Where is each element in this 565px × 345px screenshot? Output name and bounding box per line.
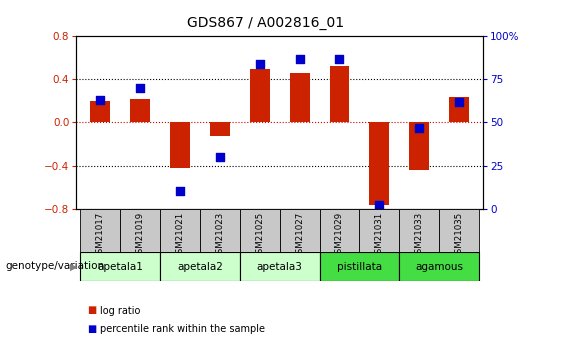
Bar [250, 69, 270, 122]
Text: pistillata: pistillata [337, 262, 382, 272]
Bar [320, 252, 399, 281]
Bar [90, 101, 110, 122]
Text: agamous: agamous [415, 262, 463, 272]
Text: ■: ■ [88, 325, 97, 334]
Point [215, 154, 224, 160]
Text: GSM21029: GSM21029 [335, 212, 344, 259]
Bar [399, 209, 439, 252]
Point [415, 125, 424, 130]
Bar [160, 252, 240, 281]
Bar [399, 252, 479, 281]
Point [455, 99, 464, 105]
Text: log ratio: log ratio [100, 306, 140, 315]
Bar [130, 99, 150, 122]
Text: GSM21025: GSM21025 [255, 212, 264, 259]
Bar [320, 209, 359, 252]
Bar [409, 122, 429, 170]
Bar [240, 209, 280, 252]
Text: GDS867 / A002816_01: GDS867 / A002816_01 [187, 16, 344, 30]
Point [136, 85, 145, 91]
Text: ■: ■ [88, 306, 97, 315]
Bar [280, 209, 320, 252]
Text: GSM21019: GSM21019 [136, 212, 145, 259]
Bar [80, 252, 160, 281]
Text: percentile rank within the sample: percentile rank within the sample [100, 325, 265, 334]
Text: GSM21035: GSM21035 [455, 212, 464, 259]
Bar [359, 209, 399, 252]
Bar [210, 122, 230, 137]
Text: GSM21017: GSM21017 [95, 212, 105, 259]
Bar [449, 97, 469, 122]
Bar [439, 209, 479, 252]
Text: apetala1: apetala1 [97, 262, 143, 272]
Bar [240, 252, 320, 281]
Text: ▶: ▶ [69, 262, 77, 271]
Bar [329, 66, 350, 122]
Point [375, 203, 384, 208]
Text: GSM21021: GSM21021 [176, 212, 184, 259]
Bar [160, 209, 200, 252]
Point [255, 61, 264, 67]
Text: GSM21027: GSM21027 [295, 212, 304, 259]
Text: GSM21023: GSM21023 [215, 212, 224, 259]
Bar [170, 122, 190, 168]
Point [95, 97, 105, 103]
Text: GSM21033: GSM21033 [415, 212, 424, 259]
Text: apetala2: apetala2 [177, 262, 223, 272]
Bar [200, 209, 240, 252]
Point [295, 56, 304, 61]
Point [176, 189, 185, 194]
Text: apetala3: apetala3 [257, 262, 303, 272]
Text: genotype/variation: genotype/variation [6, 262, 105, 271]
Bar [370, 122, 389, 206]
Bar [80, 209, 120, 252]
Bar [290, 73, 310, 122]
Point [335, 56, 344, 61]
Bar [120, 209, 160, 252]
Text: GSM21031: GSM21031 [375, 212, 384, 259]
